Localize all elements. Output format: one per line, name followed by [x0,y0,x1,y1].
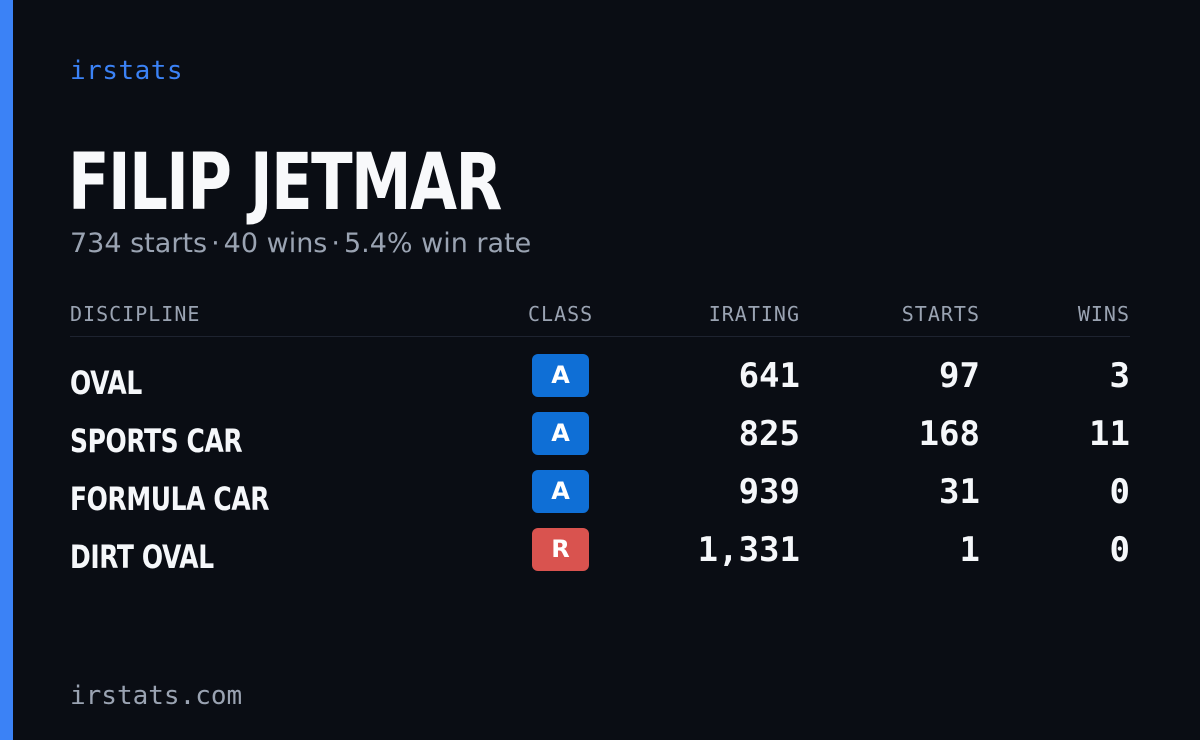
license-class-badge: A [532,354,589,397]
header-wins: WINS [1077,302,1130,326]
table-row: OVAL A 641 97 3 [70,354,1130,412]
license-class-badge: A [532,412,589,455]
table-row: SPORTS CAR A 825 168 11 [70,412,1130,470]
wins-value: 0 [1109,530,1130,570]
table-header: DISCIPLINE CLASS IRATING STARTS WINS [70,300,1130,337]
table-row: DIRT OVAL R 1,331 1 0 [70,528,1130,586]
starts-value: 168 [918,414,980,454]
footer-site-url: irstats.com [70,681,243,711]
irating-value: 1,331 [697,530,800,570]
discipline-table: DISCIPLINE CLASS IRATING STARTS WINS OVA… [70,300,1130,586]
header-discipline: DISCIPLINE [70,302,201,326]
starts-value: 97 [939,356,980,396]
discipline-name: FORMULA CAR [70,480,270,518]
table-body: OVAL A 641 97 3 SPORTS CAR A 825 168 11 … [70,337,1130,586]
irating-value: 825 [738,414,800,454]
win-rate: 5.4% win rate [343,228,532,259]
separator-dot: · [331,228,340,259]
separator-dot: · [211,228,220,259]
irating-value: 641 [738,356,800,396]
brand-logo-text: irstats [70,56,184,86]
discipline-name: SPORTS CAR [70,422,243,460]
license-class-badge: A [532,470,589,513]
accent-bar [0,0,13,740]
discipline-name: DIRT OVAL [70,538,214,576]
table-row: FORMULA CAR A 939 31 0 [70,470,1130,528]
irating-value: 939 [738,472,800,512]
driver-summary: 734 starts · 40 wins · 5.4% win rate [70,228,531,259]
driver-name: FILIP JETMAR [68,138,502,228]
wins-value: 11 [1089,414,1130,454]
total-wins: 40 wins [223,228,328,259]
total-starts: 734 starts [70,228,208,259]
header-starts: STARTS [901,302,980,326]
license-class-badge: R [532,528,589,571]
wins-value: 3 [1109,356,1130,396]
discipline-name: OVAL [70,364,142,402]
starts-value: 1 [959,530,980,570]
starts-value: 31 [939,472,980,512]
header-class: CLASS [528,302,594,326]
header-irating: IRATING [708,302,800,326]
wins-value: 0 [1109,472,1130,512]
